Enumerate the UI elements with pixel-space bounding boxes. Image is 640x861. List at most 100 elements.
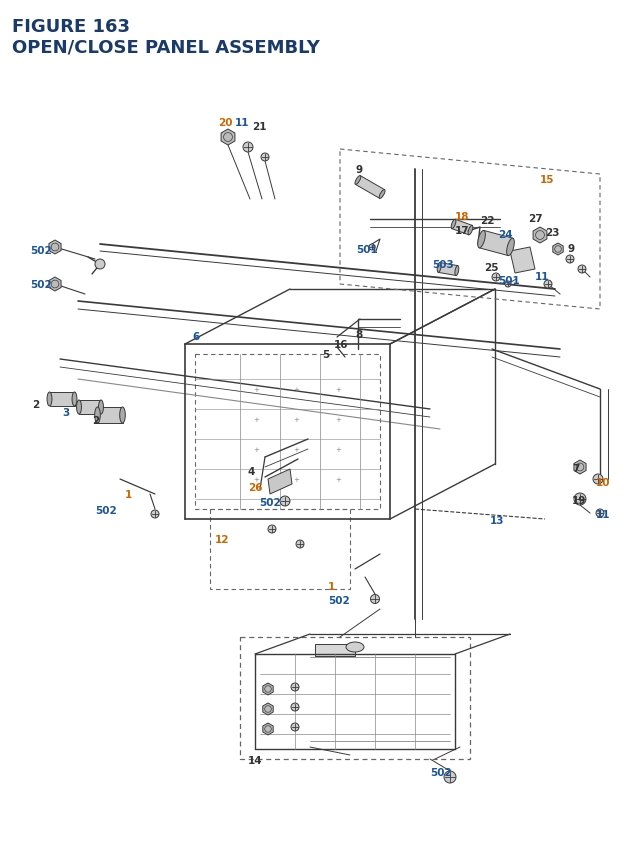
Text: 17: 17 — [455, 226, 470, 236]
Polygon shape — [49, 393, 74, 406]
Text: +: + — [293, 447, 299, 453]
Circle shape — [492, 274, 500, 282]
Text: 10: 10 — [596, 478, 611, 487]
Text: +: + — [253, 447, 259, 453]
Text: 501: 501 — [356, 245, 378, 255]
Text: 22: 22 — [480, 216, 495, 226]
Text: +: + — [293, 387, 299, 393]
Text: +: + — [293, 417, 299, 423]
Text: 7: 7 — [572, 463, 579, 474]
Text: 8: 8 — [355, 330, 362, 339]
Circle shape — [566, 256, 574, 263]
Circle shape — [268, 525, 276, 533]
Text: 502: 502 — [430, 767, 452, 777]
Text: 502: 502 — [95, 505, 116, 516]
Ellipse shape — [346, 642, 364, 653]
Polygon shape — [479, 231, 513, 257]
Text: +: + — [293, 476, 299, 482]
Text: 21: 21 — [252, 122, 266, 132]
Circle shape — [596, 510, 604, 517]
Ellipse shape — [451, 220, 456, 229]
Polygon shape — [263, 703, 273, 715]
Text: 11: 11 — [535, 272, 550, 282]
Text: +: + — [335, 447, 341, 453]
Circle shape — [578, 266, 586, 274]
Bar — [195, 355, 380, 510]
Circle shape — [243, 143, 253, 152]
Circle shape — [151, 511, 159, 518]
Polygon shape — [49, 278, 61, 292]
Ellipse shape — [95, 407, 100, 424]
Text: 2: 2 — [32, 400, 39, 410]
Bar — [240, 637, 470, 759]
Ellipse shape — [468, 226, 473, 236]
Circle shape — [291, 723, 299, 731]
Circle shape — [544, 281, 552, 288]
Text: +: + — [335, 476, 341, 482]
Text: +: + — [253, 476, 259, 482]
Text: 16: 16 — [334, 339, 349, 350]
Polygon shape — [553, 244, 563, 256]
Polygon shape — [49, 241, 61, 255]
Polygon shape — [533, 228, 547, 244]
Text: 503: 503 — [432, 260, 454, 269]
Circle shape — [444, 771, 456, 784]
Text: 23: 23 — [545, 228, 559, 238]
Text: 11: 11 — [596, 510, 611, 519]
Ellipse shape — [380, 190, 385, 199]
Ellipse shape — [507, 238, 515, 257]
Polygon shape — [355, 177, 385, 199]
Text: 14: 14 — [248, 755, 262, 765]
Polygon shape — [221, 130, 235, 146]
Bar — [210, 510, 350, 589]
Ellipse shape — [99, 400, 104, 414]
Polygon shape — [97, 407, 122, 424]
Circle shape — [505, 282, 511, 288]
Text: 19: 19 — [572, 495, 586, 505]
Circle shape — [593, 474, 603, 485]
Polygon shape — [574, 461, 586, 474]
Polygon shape — [510, 248, 535, 274]
Polygon shape — [79, 400, 101, 414]
Ellipse shape — [77, 400, 81, 414]
Text: 12: 12 — [215, 535, 230, 544]
Text: 9: 9 — [355, 164, 362, 175]
Circle shape — [261, 154, 269, 162]
Text: 4: 4 — [248, 467, 255, 476]
Ellipse shape — [120, 407, 125, 424]
Circle shape — [291, 703, 299, 711]
Text: +: + — [253, 417, 259, 423]
Text: 20: 20 — [218, 118, 232, 127]
Ellipse shape — [355, 177, 361, 185]
Text: 6: 6 — [192, 331, 199, 342]
Text: 502: 502 — [30, 280, 52, 289]
Text: 502: 502 — [328, 595, 349, 605]
Text: 11: 11 — [235, 118, 250, 127]
Circle shape — [371, 595, 380, 604]
Text: 2: 2 — [92, 416, 99, 425]
Circle shape — [95, 260, 105, 269]
Text: 25: 25 — [484, 263, 499, 273]
Polygon shape — [452, 220, 472, 236]
Text: OPEN/CLOSE PANEL ASSEMBLY: OPEN/CLOSE PANEL ASSEMBLY — [12, 38, 320, 56]
Text: 24: 24 — [498, 230, 513, 239]
Ellipse shape — [72, 393, 77, 406]
Bar — [315, 644, 355, 656]
Text: +: + — [335, 387, 341, 393]
Text: 26: 26 — [248, 482, 262, 492]
Text: +: + — [335, 417, 341, 423]
Circle shape — [296, 541, 304, 548]
Circle shape — [280, 497, 290, 506]
Polygon shape — [263, 684, 273, 695]
Text: 501: 501 — [498, 276, 520, 286]
Circle shape — [574, 493, 586, 505]
Circle shape — [291, 684, 299, 691]
Text: FIGURE 163: FIGURE 163 — [12, 18, 130, 36]
Text: 18: 18 — [455, 212, 470, 222]
Ellipse shape — [477, 231, 485, 249]
Text: 3: 3 — [62, 407, 69, 418]
Text: +: + — [253, 387, 259, 393]
Polygon shape — [438, 263, 458, 276]
Text: 15: 15 — [540, 175, 554, 185]
Ellipse shape — [455, 266, 459, 276]
